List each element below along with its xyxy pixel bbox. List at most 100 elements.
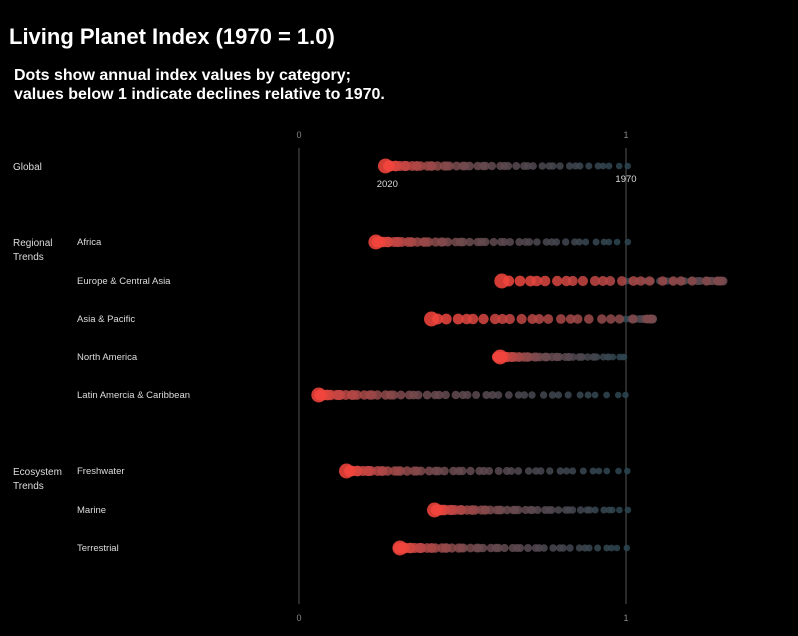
dot-2012 bbox=[497, 313, 508, 325]
dot-1970 bbox=[622, 391, 629, 399]
dot-1980 bbox=[584, 353, 592, 361]
group-label-line: Trends bbox=[13, 481, 44, 492]
dot-2000 bbox=[439, 161, 449, 171]
group-label-line: Ecosystem bbox=[13, 467, 62, 478]
dot-1985 bbox=[524, 544, 532, 552]
dot-2005 bbox=[565, 314, 576, 324]
dot-1982 bbox=[533, 238, 541, 246]
dot-1973 bbox=[603, 544, 611, 552]
dot-2011 bbox=[577, 275, 589, 287]
dot-1993 bbox=[473, 161, 483, 171]
row-label: Europe & Central Asia bbox=[77, 276, 171, 287]
dot-1990 bbox=[466, 466, 475, 476]
dot-1986 bbox=[494, 467, 503, 475]
dot-1981 bbox=[549, 544, 557, 552]
subtitle-line-1: Dots show annual index values by categor… bbox=[14, 67, 351, 84]
dot-1996 bbox=[492, 505, 502, 515]
dot-1985 bbox=[515, 238, 524, 246]
dot-2000 bbox=[476, 505, 486, 515]
dot-1993 bbox=[430, 390, 440, 400]
dot-2002 bbox=[597, 314, 607, 324]
dot-1972 bbox=[605, 238, 613, 246]
dot-1974 bbox=[594, 544, 602, 552]
dot-1994 bbox=[422, 390, 432, 400]
dot-1992 bbox=[473, 237, 483, 247]
dot-1980 bbox=[548, 238, 556, 246]
dot-2005 bbox=[635, 276, 646, 286]
chart-subtitle: Dots show annual index values by categor… bbox=[14, 66, 385, 104]
dot-2020 bbox=[392, 540, 408, 556]
dot-2000 bbox=[687, 276, 697, 286]
dot-2020 bbox=[311, 387, 327, 403]
dot-1988 bbox=[496, 237, 506, 247]
row-label: Terrestrial bbox=[77, 543, 119, 554]
row-label: Marine bbox=[77, 505, 106, 516]
tick-label-top-0: 0 bbox=[296, 130, 301, 140]
dot-1978 bbox=[548, 391, 557, 399]
dot-2001 bbox=[402, 466, 412, 476]
dot-1971 bbox=[616, 506, 623, 514]
dot-2002 bbox=[668, 276, 678, 286]
dot-1989 bbox=[489, 237, 498, 247]
dot-2020 bbox=[494, 273, 510, 289]
dot-2009 bbox=[527, 314, 538, 324]
dot-2004 bbox=[644, 276, 655, 286]
dot-1971 bbox=[615, 467, 622, 475]
dot-2003 bbox=[657, 276, 668, 286]
dot-1980 bbox=[556, 544, 564, 552]
dot-2001 bbox=[606, 314, 616, 324]
dot-2013 bbox=[561, 275, 572, 287]
row-label: North America bbox=[77, 352, 138, 363]
dot-1982 bbox=[514, 391, 523, 399]
dot-1999 bbox=[628, 314, 638, 324]
dot-1973 bbox=[599, 162, 607, 170]
dot-1979 bbox=[539, 391, 548, 399]
dot-2020 bbox=[427, 502, 442, 518]
tick-label-bottom-0: 0 bbox=[296, 613, 301, 623]
dot-1976 bbox=[581, 544, 589, 552]
tick-label-bottom-1: 1 bbox=[623, 613, 628, 623]
dot-1993 bbox=[502, 505, 512, 515]
dot-1982 bbox=[538, 162, 547, 170]
dot-2004 bbox=[390, 466, 400, 476]
dot-1981 bbox=[532, 467, 540, 475]
dot-2013 bbox=[489, 313, 501, 325]
dot-2003 bbox=[437, 543, 447, 553]
dot-1976 bbox=[564, 391, 572, 399]
dot-1984 bbox=[531, 544, 540, 552]
dot-1975 bbox=[585, 162, 593, 170]
dot-1974 bbox=[594, 162, 602, 170]
dot-1988 bbox=[508, 543, 517, 553]
dot-2000 bbox=[431, 237, 441, 247]
dot-1971 bbox=[613, 238, 621, 246]
dot-1981 bbox=[545, 162, 553, 170]
dot-1972 bbox=[616, 353, 623, 361]
group-label-line: Trends bbox=[13, 252, 44, 263]
dot-1981 bbox=[542, 238, 551, 246]
dot-1979 bbox=[556, 162, 564, 170]
dot-1981 bbox=[561, 506, 570, 514]
dot-1973 bbox=[595, 467, 603, 475]
dot-1977 bbox=[554, 391, 563, 399]
dot-1985 bbox=[502, 467, 511, 475]
dot-1972 bbox=[608, 544, 615, 552]
dot-2020 bbox=[368, 234, 384, 250]
group-label-line: Regional bbox=[13, 238, 52, 249]
dot-2004 bbox=[572, 314, 583, 324]
dot-1987 bbox=[561, 353, 570, 361]
dot-1989 bbox=[521, 505, 530, 515]
dot-1970 bbox=[623, 544, 631, 552]
dot-2010 bbox=[589, 275, 601, 287]
dot-2008 bbox=[605, 276, 616, 286]
dot-1970 bbox=[624, 506, 632, 514]
dot-1996 bbox=[451, 237, 461, 247]
dot-2014 bbox=[478, 313, 489, 325]
dot-2005 bbox=[359, 390, 370, 400]
dot-2017 bbox=[525, 275, 536, 287]
dot-1989 bbox=[475, 466, 484, 476]
dot-1986 bbox=[512, 162, 521, 170]
dot-1982 bbox=[554, 506, 563, 514]
dot-1984 bbox=[521, 238, 530, 246]
dot-2014 bbox=[552, 275, 563, 287]
